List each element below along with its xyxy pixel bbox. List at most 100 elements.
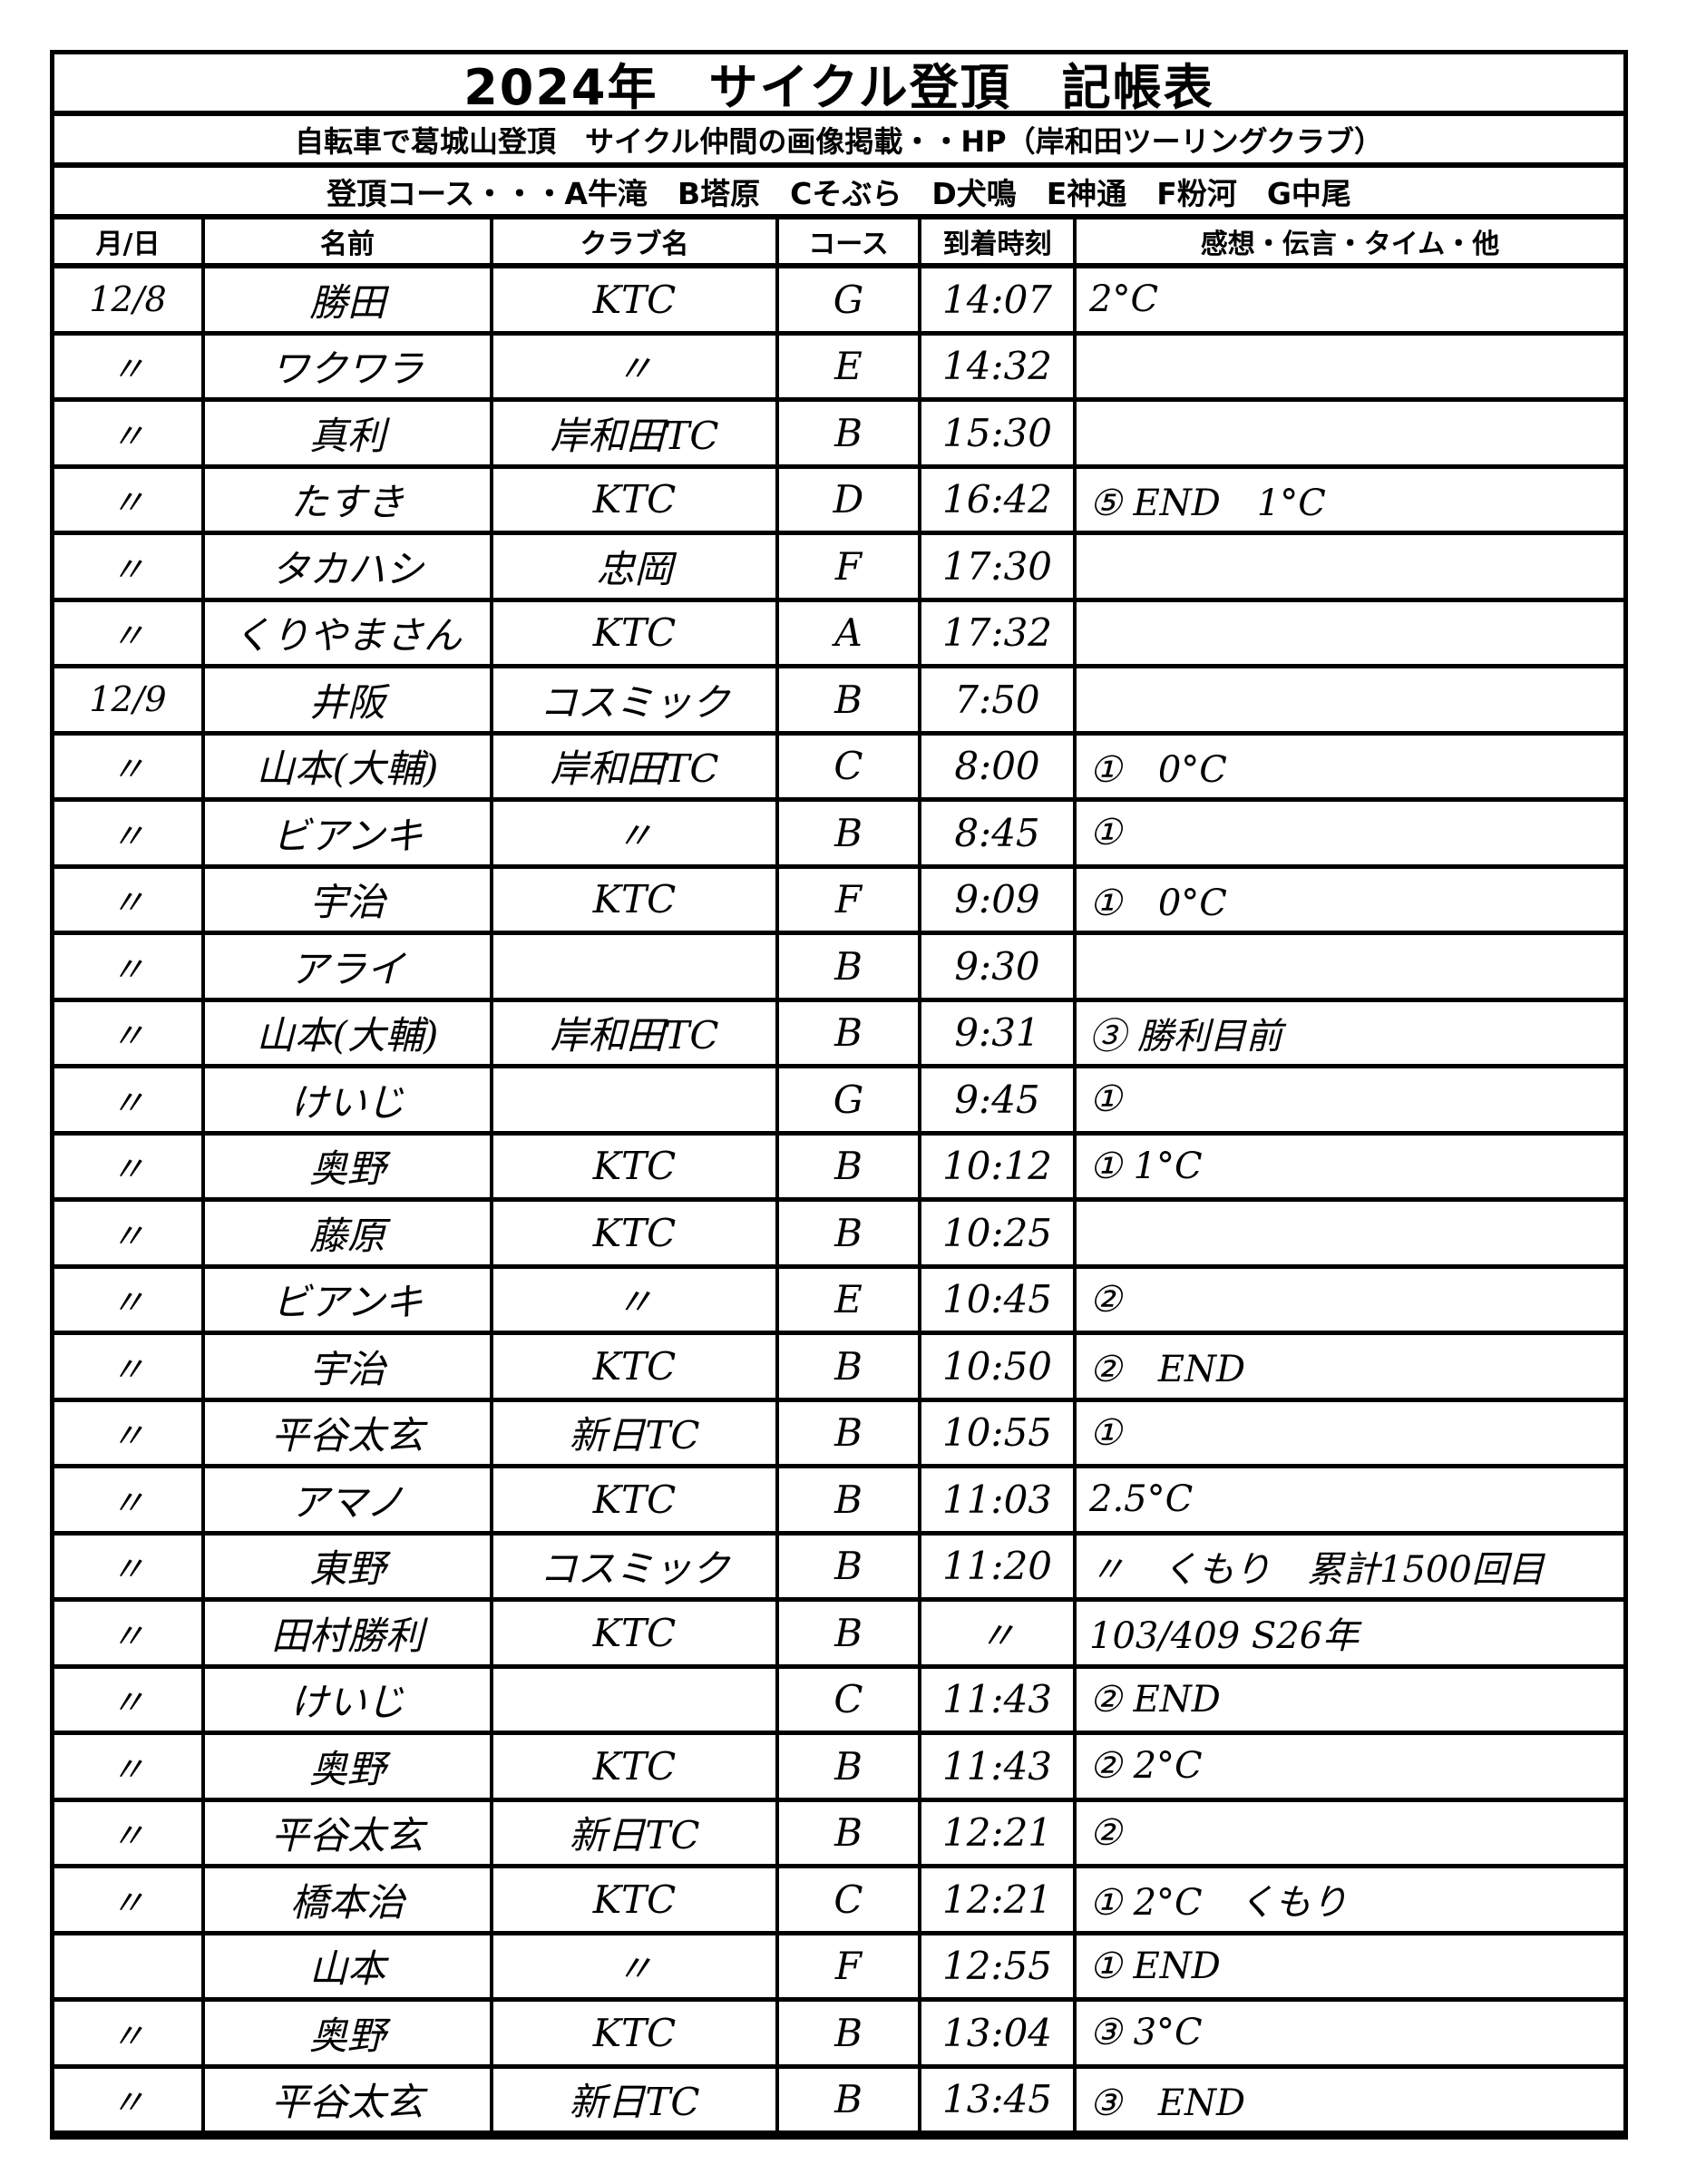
arrival-time-cell: 10:50 [920,1332,1077,1402]
table-row: 山本〃 F 12:55 ① END [54,1933,1623,2002]
arrival-time-cell: 16:42 [920,466,1077,535]
table-row: 〃宇治 KTC B 10:50 ② END [54,1332,1623,1402]
club-cell: 〃 [492,1933,779,2002]
comment-cell [1075,666,1623,736]
date-cell: 〃 [54,1466,205,1536]
name-cell: 平谷太玄 [203,1799,493,1868]
comment-cell: 2.5°C [1075,1466,1623,1536]
date-cell: 〃 [54,799,205,869]
date-cell: 〃 [54,866,205,935]
comment-cell: ② 2°C [1075,1732,1623,1802]
date-cell: 〃 [54,1999,205,2069]
club-cell: KTC [492,866,779,935]
club-cell: KTC [492,1732,779,1802]
arrival-time-cell: 9:09 [920,866,1077,935]
club-cell: KTC [492,1466,779,1536]
name-cell: けいじ [203,1066,493,1136]
table-row: 〃くりやまさん KTC A 17:32 [54,600,1623,668]
arrival-time-cell: 10:45 [920,1266,1077,1335]
club-cell: 岸和田TC [492,999,779,1068]
arrival-time-cell: 8:00 [920,733,1077,802]
table-row: 〃ビアンキ〃 B 8:45 ① [54,799,1623,869]
course-cell: B [777,666,921,736]
arrival-time-cell: 11:20 [920,1533,1077,1602]
course-cell: B [777,2066,921,2135]
table-row: 〃平谷太玄 新日TC B 10:55 ① [54,1399,1623,1468]
comment-cell: ① 1°C [1075,1133,1623,1202]
course-cell: B [777,1133,921,1202]
comment-cell [1075,600,1623,668]
header-arrival-time: 到着時刻 [920,219,1077,268]
table-row: 〃奥野 KTC B 11:43 ② 2°C [54,1732,1623,1802]
date-cell: 〃 [54,1133,205,1202]
name-cell: 真利 [203,399,493,469]
course-cell: F [777,532,921,602]
table-row: 〃山本(大輔) 岸和田TC B 9:31 ③ 勝利目前 [54,999,1623,1068]
course-cell: D [777,466,921,535]
table-header: 月/日 名前 クラブ名 コース 到着時刻 感想・伝言・タイム・他 [54,219,1623,268]
comment-cell: 103/409 S26年 [1075,1599,1623,1669]
table-row: 〃真利 岸和田TC B 15:30 [54,399,1623,469]
table-row: 〃藤原 KTC B 10:25 [54,1199,1623,1269]
club-cell: KTC [492,1332,779,1402]
name-cell: 井阪 [203,666,493,736]
sheet-title: 2024年 サイクル登頂 記帳表 [54,54,1623,116]
comment-cell [1075,399,1623,469]
name-cell: くりやまさん [203,600,493,668]
arrival-time-cell: 11:03 [920,1466,1077,1536]
date-cell: 〃 [54,1799,205,1868]
course-cell: B [777,1466,921,1536]
header-comments: 感想・伝言・タイム・他 [1075,219,1623,268]
arrival-time-cell: 9:30 [920,932,1077,1002]
table-row: 〃ワクワラ〃 E 14:32 [54,333,1623,402]
date-cell: 〃 [54,2066,205,2135]
arrival-time-cell: 9:31 [920,999,1077,1068]
date-cell: 〃 [54,932,205,1002]
course-cell: B [777,1599,921,1669]
arrival-time-cell: 7:50 [920,666,1077,736]
club-cell: 〃 [492,1266,779,1335]
arrival-time-cell: 10:12 [920,1133,1077,1202]
arrival-time-cell: 8:45 [920,799,1077,869]
date-cell: 〃 [54,1066,205,1136]
name-cell: 宇治 [203,1332,493,1402]
course-legend: 登頂コース・・・A牛滝 B塔原 Cそぶら D犬鳴 E神通 F粉河 G中尾 [54,168,1623,219]
arrival-time-cell: 13:04 [920,1999,1077,2069]
arrival-time-cell: 13:45 [920,2066,1077,2135]
table-row: 〃アライ B 9:30 [54,932,1623,1002]
course-cell: G [777,266,921,336]
comment-cell: ③ 勝利目前 [1075,999,1623,1068]
date-cell: 〃 [54,600,205,668]
name-cell: 藤原 [203,1199,493,1269]
date-cell: 〃 [54,1732,205,1802]
sheet-subtitle: 自転車で葛城山登頂 サイクル仲間の画像掲載・・HP（岸和田ツーリングクラブ） [54,116,1623,168]
table-row: 〃たすき KTC D 16:42 ⑤ END 1°C [54,466,1623,535]
header-name: 名前 [203,219,493,268]
course-cell: B [777,1999,921,2069]
club-cell: 岸和田TC [492,733,779,802]
name-cell: 平谷太玄 [203,1399,493,1468]
comment-cell: ③ 3°C [1075,1999,1623,2069]
course-cell: B [777,1199,921,1269]
date-cell: 12/8 [54,266,205,336]
comment-cell: ② END [1075,1666,1623,1735]
date-cell: 〃 [54,1866,205,1935]
club-cell: KTC [492,1999,779,2069]
arrival-time-cell: 12:55 [920,1933,1077,2002]
table-row: 〃山本(大輔) 岸和田TC C 8:00 ① 0°C [54,733,1623,802]
club-cell: KTC [492,600,779,668]
date-cell: 〃 [54,399,205,469]
table-row: 〃けいじ G 9:45 ① [54,1066,1623,1136]
table-row: 〃ビアンキ〃 E 10:45 ② [54,1266,1623,1335]
club-cell: 忠岡 [492,532,779,602]
course-cell: C [777,733,921,802]
club-cell: 〃 [492,799,779,869]
date-cell: 〃 [54,532,205,602]
club-cell: 新日TC [492,1799,779,1868]
comment-cell: ③ END [1075,2066,1623,2135]
name-cell: 平谷太玄 [203,2066,493,2135]
club-cell: 新日TC [492,1399,779,1468]
comment-cell [1075,1199,1623,1269]
comment-cell [1075,333,1623,402]
name-cell: ビアンキ [203,799,493,869]
